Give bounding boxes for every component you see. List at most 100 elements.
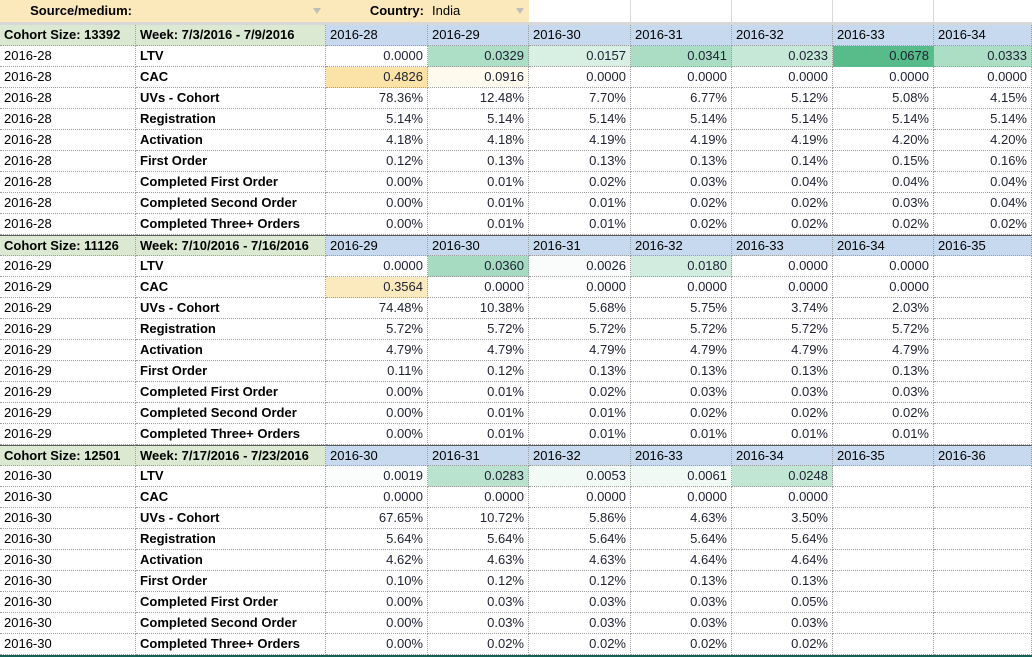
week-column-header[interactable]: 2016-33 xyxy=(631,445,732,466)
value-cell[interactable]: 0.0000 xyxy=(428,487,529,508)
value-cell[interactable] xyxy=(934,424,1032,445)
empty-cell[interactable] xyxy=(934,0,1032,22)
value-cell[interactable]: 0.13% xyxy=(529,151,631,172)
cohort-id-cell[interactable]: 2016-29 xyxy=(0,424,136,445)
value-cell[interactable]: 0.0019 xyxy=(326,466,428,487)
value-cell[interactable]: 0.0000 xyxy=(833,256,934,277)
empty-cell[interactable] xyxy=(732,0,833,22)
value-cell[interactable] xyxy=(833,550,934,571)
value-cell[interactable]: 0.0329 xyxy=(428,46,529,67)
value-cell[interactable]: 5.64% xyxy=(428,529,529,550)
value-cell[interactable]: 0.0000 xyxy=(529,277,631,298)
value-cell[interactable]: 74.48% xyxy=(326,298,428,319)
value-cell[interactable]: 0.02% xyxy=(631,193,732,214)
value-cell[interactable]: 4.63% xyxy=(428,550,529,571)
value-cell[interactable]: 0.00% xyxy=(326,403,428,424)
value-cell[interactable]: 0.01% xyxy=(631,424,732,445)
value-cell[interactable]: 0.02% xyxy=(529,634,631,655)
value-cell[interactable]: 0.01% xyxy=(529,403,631,424)
week-column-header[interactable]: 2016-34 xyxy=(934,25,1032,46)
value-cell[interactable] xyxy=(934,571,1032,592)
value-cell[interactable]: 0.12% xyxy=(326,151,428,172)
value-cell[interactable]: 0.00% xyxy=(326,592,428,613)
week-column-header[interactable]: 2016-30 xyxy=(428,235,529,256)
value-cell[interactable]: 0.01% xyxy=(833,424,934,445)
metric-label-cell[interactable]: UVs - Cohort xyxy=(136,88,326,109)
value-cell[interactable]: 0.00% xyxy=(326,214,428,235)
value-cell[interactable]: 0.03% xyxy=(631,172,732,193)
value-cell[interactable]: 5.14% xyxy=(934,109,1032,130)
value-cell[interactable]: 0.02% xyxy=(529,382,631,403)
value-cell[interactable]: 0.0916 xyxy=(428,67,529,88)
metric-label-cell[interactable]: Completed Second Order xyxy=(136,193,326,214)
value-cell[interactable]: 0.02% xyxy=(732,193,833,214)
week-column-header[interactable]: 2016-33 xyxy=(732,235,833,256)
value-cell[interactable]: 4.18% xyxy=(428,130,529,151)
value-cell[interactable]: 0.0000 xyxy=(732,67,833,88)
metric-label-cell[interactable]: Completed Three+ Orders xyxy=(136,634,326,655)
value-cell[interactable]: 5.14% xyxy=(529,109,631,130)
value-cell[interactable]: 0.03% xyxy=(833,193,934,214)
value-cell[interactable] xyxy=(934,319,1032,340)
cohort-id-cell[interactable]: 2016-30 xyxy=(0,529,136,550)
value-cell[interactable]: 0.13% xyxy=(631,361,732,382)
value-cell[interactable]: 0.01% xyxy=(529,193,631,214)
metric-label-cell[interactable]: CAC xyxy=(136,67,326,88)
value-cell[interactable]: 0.0283 xyxy=(428,466,529,487)
value-cell[interactable]: 5.14% xyxy=(428,109,529,130)
metric-label-cell[interactable]: Activation xyxy=(136,550,326,571)
week-column-header[interactable]: 2016-34 xyxy=(833,235,934,256)
value-cell[interactable] xyxy=(833,466,934,487)
value-cell[interactable]: 5.08% xyxy=(833,88,934,109)
week-column-header[interactable]: 2016-32 xyxy=(529,445,631,466)
value-cell[interactable] xyxy=(833,592,934,613)
value-cell[interactable]: 4.15% xyxy=(934,88,1032,109)
value-cell[interactable]: 0.04% xyxy=(833,172,934,193)
value-cell[interactable]: 4.79% xyxy=(631,340,732,361)
value-cell[interactable]: 0.01% xyxy=(529,424,631,445)
metric-label-cell[interactable]: Activation xyxy=(136,130,326,151)
value-cell[interactable]: 0.0000 xyxy=(732,256,833,277)
week-column-header[interactable]: 2016-33 xyxy=(833,25,934,46)
value-cell[interactable]: 0.00% xyxy=(326,613,428,634)
value-cell[interactable]: 0.13% xyxy=(732,361,833,382)
cohort-id-cell[interactable]: 2016-28 xyxy=(0,67,136,88)
value-cell[interactable]: 0.0678 xyxy=(833,46,934,67)
value-cell[interactable]: 5.72% xyxy=(732,319,833,340)
cohort-id-cell[interactable]: 2016-29 xyxy=(0,277,136,298)
value-cell[interactable] xyxy=(833,508,934,529)
value-cell[interactable]: 0.12% xyxy=(529,571,631,592)
value-cell[interactable] xyxy=(833,571,934,592)
value-cell[interactable]: 5.72% xyxy=(529,319,631,340)
metric-label-cell[interactable]: First Order xyxy=(136,361,326,382)
week-column-header[interactable]: 2016-35 xyxy=(833,445,934,466)
value-cell[interactable]: 4.79% xyxy=(732,340,833,361)
value-cell[interactable]: 5.14% xyxy=(833,109,934,130)
value-cell[interactable]: 5.72% xyxy=(631,319,732,340)
metric-label-cell[interactable]: Completed First Order xyxy=(136,592,326,613)
cohort-id-cell[interactable]: 2016-28 xyxy=(0,88,136,109)
cohort-id-cell[interactable]: 2016-29 xyxy=(0,319,136,340)
week-column-header[interactable]: 2016-29 xyxy=(326,235,428,256)
value-cell[interactable]: 0.01% xyxy=(428,214,529,235)
chevron-down-icon[interactable] xyxy=(516,8,524,14)
value-cell[interactable]: 4.19% xyxy=(631,130,732,151)
value-cell[interactable]: 6.77% xyxy=(631,88,732,109)
value-cell[interactable]: 0.02% xyxy=(934,214,1032,235)
metric-label-cell[interactable]: UVs - Cohort xyxy=(136,298,326,319)
value-cell[interactable]: 0.0000 xyxy=(326,46,428,67)
value-cell[interactable] xyxy=(934,466,1032,487)
value-cell[interactable]: 78.36% xyxy=(326,88,428,109)
week-range-cell[interactable]: Week: 7/3/2016 - 7/9/2016 xyxy=(136,25,326,46)
value-cell[interactable]: 0.01% xyxy=(529,214,631,235)
value-cell[interactable] xyxy=(934,382,1032,403)
value-cell[interactable]: 0.14% xyxy=(732,151,833,172)
value-cell[interactable]: 4.79% xyxy=(529,340,631,361)
value-cell[interactable]: 0.13% xyxy=(631,571,732,592)
value-cell[interactable]: 0.00% xyxy=(326,382,428,403)
value-cell[interactable]: 5.64% xyxy=(529,529,631,550)
value-cell[interactable]: 0.12% xyxy=(428,571,529,592)
value-cell[interactable]: 0.0180 xyxy=(631,256,732,277)
metric-label-cell[interactable]: CAC xyxy=(136,277,326,298)
value-cell[interactable] xyxy=(934,508,1032,529)
